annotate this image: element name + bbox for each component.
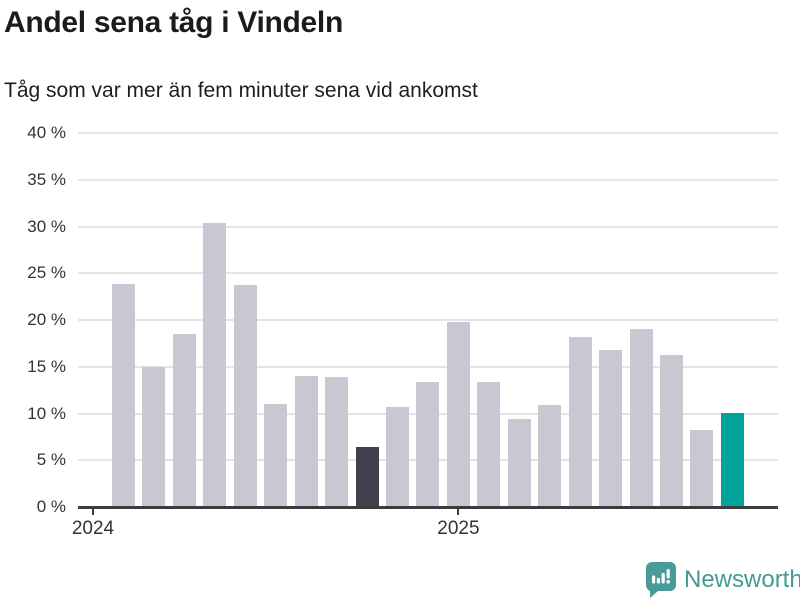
- y-axis-tick-label: 40 %: [27, 123, 66, 142]
- gridline: [78, 272, 778, 275]
- y-axis-tick-label: 5 %: [36, 450, 66, 470]
- bar-2025-10: [720, 412, 744, 507]
- x-axis-line: [78, 506, 778, 509]
- newsworthy-logo: Newsworthy: [646, 562, 800, 598]
- bar-2025-04: [538, 405, 562, 507]
- newsworthy-logo-text: Newsworthy: [684, 566, 800, 593]
- chart-title: Andel sena tåg i Vindeln: [4, 6, 343, 39]
- bar-2025-06: [599, 349, 623, 507]
- bar-2025-05: [568, 336, 592, 507]
- bar-2025-01: [446, 321, 470, 507]
- bar-2024-06: [233, 285, 257, 507]
- bar-2024-04: [172, 334, 196, 507]
- bar-2024-11: [386, 407, 409, 507]
- bar-2024-07: [264, 404, 288, 507]
- y-axis-tick-label: 20 %: [27, 310, 66, 329]
- gridline: [78, 225, 778, 228]
- bar-2024-09: [325, 377, 349, 507]
- bar-2024-10: [355, 447, 379, 507]
- bar-2025-09: [690, 430, 714, 507]
- chart-subtitle: Tåg som var mer än fem minuter sena vid …: [4, 79, 478, 102]
- bar-2025-03: [507, 419, 531, 507]
- x-axis-tick: [92, 509, 94, 515]
- bar-2024-12: [416, 381, 440, 507]
- gridline: [78, 178, 778, 181]
- gridline: [78, 319, 778, 321]
- x-axis-tick: [457, 509, 460, 515]
- bar-2024-02: [111, 283, 135, 507]
- y-axis-tick-label: 15 %: [27, 356, 66, 376]
- x-axis-year-label: 2025: [437, 518, 480, 539]
- bar-2024-05: [203, 222, 227, 507]
- bar-2025-07: [629, 329, 653, 508]
- gridline: [78, 132, 778, 134]
- bar-2025-08: [660, 354, 683, 507]
- y-axis-tick-label: 0 %: [36, 497, 66, 516]
- y-axis-tick-label: 10 %: [27, 403, 66, 423]
- bar-2024-08: [294, 376, 318, 507]
- y-axis-tick-label: 25 %: [27, 263, 66, 283]
- newsworthy-bubble-bar-chart-icon: [646, 562, 676, 598]
- gridline: [78, 365, 778, 368]
- y-axis-tick-label: 35 %: [27, 169, 66, 189]
- bar-2024-03: [142, 366, 166, 508]
- bar-2025-02: [477, 381, 501, 507]
- y-axis-tick-label: 30 %: [27, 216, 66, 236]
- x-axis-year-label: 2024: [71, 518, 115, 539]
